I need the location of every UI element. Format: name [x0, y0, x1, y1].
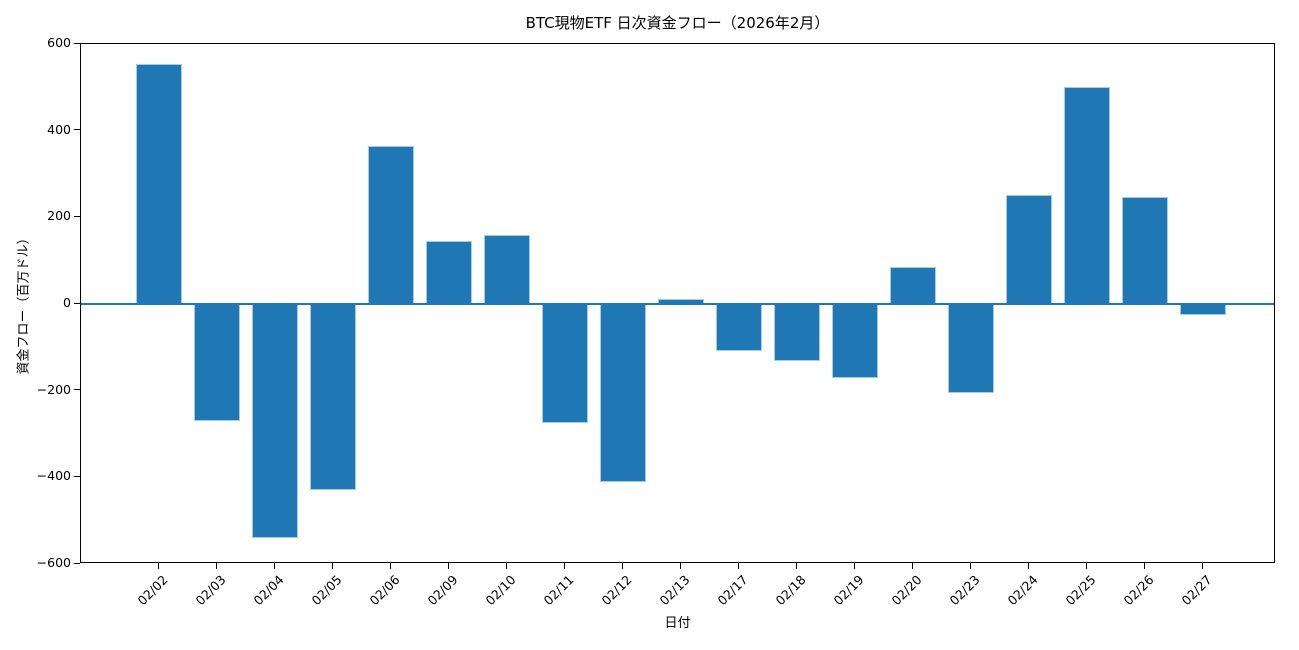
y-tick-mark — [74, 129, 80, 131]
x-tick-mark — [157, 563, 159, 569]
x-tick-label: 02/27 — [1178, 572, 1215, 609]
x-tick-label: 02/10 — [482, 572, 519, 609]
bar-02/06 — [367, 145, 415, 304]
x-tick-label: 02/12 — [598, 572, 635, 609]
y-tick-label: 600 — [47, 35, 71, 50]
x-tick-mark — [331, 563, 333, 569]
x-tick-label: 02/17 — [714, 572, 751, 609]
x-tick-label: 02/26 — [1120, 572, 1157, 609]
plot-area — [80, 43, 1275, 563]
bar-02/12 — [599, 304, 647, 482]
y-tick-mark — [74, 215, 80, 218]
x-tick-mark — [911, 563, 913, 569]
y-tick-label: −200 — [36, 381, 71, 397]
bar-02/26 — [1121, 196, 1169, 304]
x-tick-mark — [737, 563, 739, 569]
bar-02/24 — [1005, 194, 1053, 304]
x-tick-label: 02/03 — [192, 572, 229, 609]
bar-02/25 — [1063, 87, 1111, 304]
y-tick-label: −400 — [36, 468, 71, 484]
y-tick-label: 200 — [47, 208, 71, 224]
x-tick-mark — [1143, 563, 1145, 569]
bar-02/10 — [483, 234, 531, 304]
x-tick-label: 02/23 — [946, 572, 983, 609]
x-tick-mark — [1027, 563, 1029, 569]
y-tick-label: 400 — [47, 121, 71, 137]
y-tick-mark — [74, 42, 80, 44]
x-tick-label: 02/05 — [308, 572, 345, 609]
x-tick-mark — [621, 563, 623, 569]
bar-02/27 — [1179, 304, 1227, 315]
x-tick-mark — [505, 563, 507, 569]
y-axis-label: 資金フロー（百万ドル） — [16, 231, 32, 375]
y-tick-label: −600 — [36, 555, 71, 570]
chart-title: BTC現物ETF 日次資金フロー（2026年2月） — [525, 14, 830, 32]
x-tick-mark — [679, 563, 681, 569]
x-tick-mark — [273, 563, 275, 569]
x-tick-label: 02/18 — [772, 572, 809, 609]
bar-02/11 — [541, 304, 589, 424]
bar-02/20 — [889, 267, 937, 304]
x-tick-mark — [563, 563, 565, 569]
y-tick-mark — [74, 389, 80, 391]
x-tick-label: 02/02 — [134, 572, 171, 609]
x-tick-mark — [853, 563, 855, 569]
x-tick-mark — [447, 563, 449, 569]
x-tick-label: 02/04 — [250, 572, 287, 609]
zero-line — [81, 303, 1274, 305]
bar-02/19 — [831, 304, 879, 378]
bar-02/04 — [251, 304, 299, 538]
y-tick-label: 0 — [63, 295, 71, 310]
y-tick-mark — [74, 562, 80, 564]
bar-02/17 — [715, 304, 763, 351]
bar-02/05 — [309, 304, 357, 491]
bar-02/03 — [193, 304, 241, 421]
bar-02/23 — [947, 304, 995, 393]
x-tick-label: 02/24 — [1004, 572, 1041, 609]
x-tick-label: 02/09 — [424, 572, 461, 609]
x-tick-label: 02/25 — [1062, 572, 1099, 609]
x-axis-label: 日付 — [664, 616, 691, 631]
bar-02/18 — [773, 304, 821, 362]
y-tick-mark — [74, 475, 80, 478]
x-tick-label: 02/20 — [888, 572, 925, 609]
x-tick-mark — [1201, 563, 1203, 569]
x-tick-mark — [389, 563, 391, 569]
x-tick-mark — [795, 563, 797, 569]
y-tick-mark — [74, 302, 80, 304]
x-tick-label: 02/19 — [830, 572, 867, 609]
x-tick-mark — [215, 563, 217, 569]
x-tick-label: 02/11 — [540, 572, 577, 609]
bar-02/09 — [425, 241, 473, 304]
x-tick-label: 02/06 — [366, 572, 403, 609]
x-tick-mark — [1085, 563, 1087, 569]
x-tick-label: 02/13 — [656, 572, 693, 609]
x-tick-mark — [969, 563, 971, 569]
bar-02/02 — [135, 63, 183, 304]
